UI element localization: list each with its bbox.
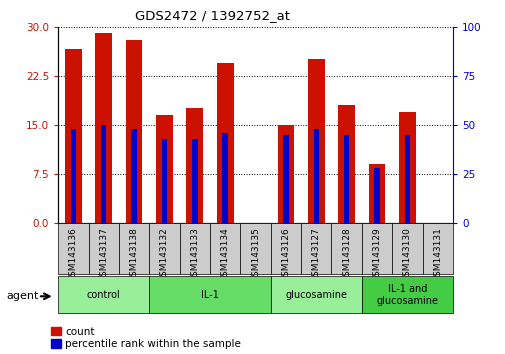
Text: GSM143128: GSM143128 [341, 227, 350, 282]
Bar [331, 223, 361, 274]
Text: GSM143138: GSM143138 [129, 227, 138, 282]
Bar [222, 133, 227, 223]
Bar [126, 40, 142, 223]
Bar [186, 108, 203, 223]
Bar [149, 276, 270, 313]
Bar [422, 223, 452, 274]
Bar [283, 135, 288, 223]
Text: GSM143127: GSM143127 [311, 227, 320, 282]
Bar [149, 223, 179, 274]
Bar [368, 164, 385, 223]
Text: glucosamine: glucosamine [285, 290, 346, 300]
Text: GSM143132: GSM143132 [160, 227, 169, 282]
Text: GSM143131: GSM143131 [432, 227, 441, 282]
Bar [307, 59, 324, 223]
Text: GSM143129: GSM143129 [372, 227, 381, 282]
Text: GSM143134: GSM143134 [220, 227, 229, 282]
Bar [240, 223, 270, 274]
Bar [404, 135, 409, 223]
Bar [65, 50, 82, 223]
Bar [300, 223, 331, 274]
Bar [217, 63, 233, 223]
Bar [361, 223, 391, 274]
Text: GSM143135: GSM143135 [250, 227, 260, 282]
Bar [270, 223, 300, 274]
Bar [192, 138, 197, 223]
Bar [156, 115, 173, 223]
Text: GSM143130: GSM143130 [402, 227, 411, 282]
Bar [361, 276, 452, 313]
Bar [95, 33, 112, 223]
Text: IL-1: IL-1 [200, 290, 219, 300]
Bar [277, 125, 294, 223]
Bar [179, 223, 210, 274]
Bar [101, 125, 106, 223]
Bar [210, 223, 240, 274]
Text: IL-1 and
glucosamine: IL-1 and glucosamine [376, 284, 437, 306]
Bar [119, 223, 149, 274]
Bar [162, 138, 167, 223]
Legend: count, percentile rank within the sample: count, percentile rank within the sample [50, 327, 241, 349]
Bar [374, 168, 379, 223]
Bar [398, 112, 415, 223]
Bar [88, 223, 119, 274]
Bar [391, 223, 422, 274]
Bar [58, 276, 149, 313]
Bar [131, 129, 136, 223]
Bar [343, 135, 348, 223]
Text: agent: agent [6, 291, 38, 301]
Text: GDS2472 / 1392752_at: GDS2472 / 1392752_at [135, 9, 289, 22]
Text: GSM143136: GSM143136 [69, 227, 78, 282]
Text: GSM143126: GSM143126 [281, 227, 290, 282]
Text: GSM143133: GSM143133 [190, 227, 199, 282]
Text: control: control [87, 290, 120, 300]
Bar [71, 129, 76, 223]
Bar [270, 276, 361, 313]
Bar [313, 129, 318, 223]
Bar [58, 223, 88, 274]
Bar [337, 105, 355, 223]
Text: GSM143137: GSM143137 [99, 227, 108, 282]
